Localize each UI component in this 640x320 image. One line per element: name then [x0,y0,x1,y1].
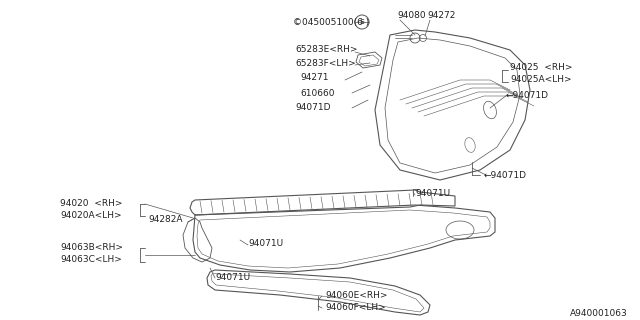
Text: 94071U: 94071U [215,274,250,283]
Text: 94272: 94272 [427,11,456,20]
Text: 65283E<RH>: 65283E<RH> [295,45,358,54]
Text: 94063C<LH>: 94063C<LH> [60,255,122,265]
Text: 94025A<LH>: 94025A<LH> [510,76,572,84]
Text: ←94071D: ←94071D [506,91,549,100]
Text: 94080: 94080 [397,11,426,20]
Text: 610660: 610660 [300,89,335,98]
Text: 94071D: 94071D [295,103,330,113]
Text: 94282A: 94282A [148,215,182,225]
Text: 94020A<LH>: 94020A<LH> [60,211,122,220]
Text: 65283F<LH>: 65283F<LH> [295,59,356,68]
Text: 94071U: 94071U [415,188,450,197]
Text: A940001063: A940001063 [570,309,628,318]
Text: ←94071D: ←94071D [484,171,527,180]
Text: 94060E<RH>: 94060E<RH> [325,291,387,300]
Text: 94271: 94271 [300,74,328,83]
Text: 94060F<LH>: 94060F<LH> [325,303,386,313]
Text: 94071U: 94071U [248,238,283,247]
Text: 94025  <RH>: 94025 <RH> [510,63,573,73]
Text: 94020  <RH>: 94020 <RH> [60,198,122,207]
Text: 94063B<RH>: 94063B<RH> [60,244,123,252]
Text: S: S [360,19,365,25]
Text: ©045005100(6 ): ©045005100(6 ) [293,18,369,27]
